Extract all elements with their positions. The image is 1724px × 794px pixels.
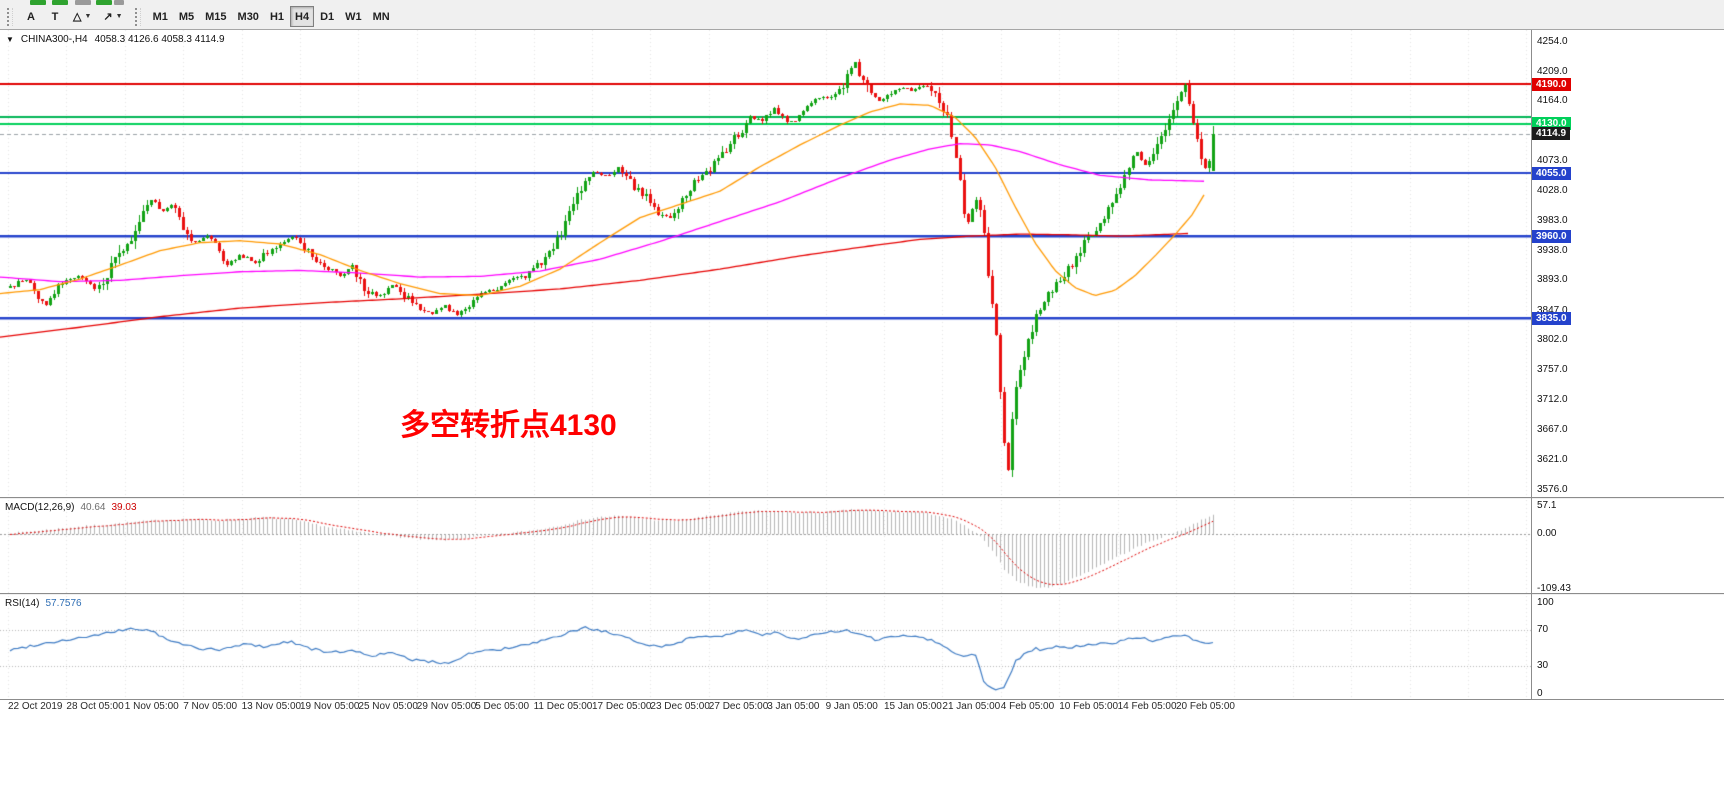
time-axis-separator (0, 699, 1724, 700)
shapes-icon: △ (73, 11, 82, 23)
clipped-toolbar-icon[interactable] (52, 0, 68, 5)
time-axis-label: 7 Nov 05:00 (183, 701, 238, 712)
macd-label: MACD(12,26,9) 40.64 39.03 (5, 502, 137, 513)
price-level-badge: 4130.0 (1532, 117, 1571, 131)
price-tick-label: 3847.0 (1537, 304, 1568, 316)
time-axis-label: 22 Oct 2019 (8, 701, 63, 712)
price-tick-label: 3938.0 (1537, 244, 1568, 256)
macd-main-value: 40.64 (80, 502, 106, 513)
price-tick-label: 3621.0 (1537, 454, 1568, 465)
time-axis-label: 17 Dec 05:00 (592, 701, 652, 712)
time-axis-label: 20 Feb 05:00 (1176, 701, 1235, 712)
time-axis-label: 23 Dec 05:00 (650, 701, 710, 712)
shapes-tool-button[interactable]: △ ▼ (68, 6, 96, 27)
clipped-toolbar-icon[interactable] (114, 0, 124, 5)
price-tick-label: 3802.0 (1537, 334, 1568, 346)
time-axis-label: 13 Nov 05:00 (241, 701, 302, 712)
macd-canvas[interactable] (0, 500, 1531, 593)
timeframe-button-d1[interactable]: D1 (315, 6, 339, 27)
price-chart-canvas[interactable] (0, 30, 1531, 497)
symbol-info: ▼ CHINA300-,H4 4058.3 4126.6 4058.3 4114… (6, 34, 225, 45)
rsi-title: RSI(14) (5, 598, 40, 609)
arrows-tool-button[interactable]: ↗ ▼ (98, 6, 127, 27)
time-axis-label: 15 Jan 05:00 (884, 701, 942, 712)
macd-signal-value: 39.03 (111, 502, 137, 513)
price-tick-label: 3757.0 (1537, 364, 1568, 376)
time-axis-label: 14 Feb 05:00 (1117, 701, 1177, 712)
price-level-badge: 3835.0 (1532, 312, 1571, 326)
symbol-name: CHINA300-,H4 (20, 34, 88, 45)
text-tool-button[interactable]: A (20, 6, 42, 27)
chart-text-annotation[interactable]: 多空转折点4130 (400, 409, 617, 442)
rsi-tick-label: 0 (1537, 687, 1543, 699)
panel-separator[interactable] (0, 497, 1724, 500)
price-tick-label: 3667.0 (1537, 423, 1568, 435)
ohlc-values: 4058.3 4126.6 4058.3 4114.9 (94, 34, 225, 45)
timeframe-button-m5[interactable]: M5 (174, 6, 199, 27)
time-axis-label: 5 Dec 05:00 (475, 701, 530, 712)
panel-separator[interactable] (0, 593, 1724, 596)
rsi-canvas[interactable] (0, 596, 1531, 699)
timeframe-button-m1[interactable]: M1 (148, 6, 173, 27)
time-axis-label: 11 Dec 05:00 (533, 701, 593, 712)
time-axis-label: 3 Jan 05:00 (767, 701, 820, 712)
price-level-badge: 4055.0 (1532, 166, 1571, 180)
rsi-label: RSI(14) 57.7576 (5, 598, 82, 609)
time-axis-label: 4 Feb 05:00 (1000, 701, 1055, 712)
chevron-down-icon: ▼ (115, 13, 123, 20)
timeframe-button-w1[interactable]: W1 (340, 6, 367, 27)
time-axis-label: 19 Nov 05:00 (300, 701, 360, 712)
timeframe-button-m30[interactable]: M30 (233, 6, 264, 27)
price-tick-label: 4073.0 (1537, 155, 1568, 167)
clipped-toolbar-icon[interactable] (75, 0, 91, 5)
toolbar-drag-handle[interactable] (134, 7, 141, 26)
rsi-tick-label: 30 (1537, 660, 1549, 672)
toolbar: A T △ ▼ ↗ ▼ M1 M5 M15 M30 H1 H4 D1 W1 MN (0, 0, 1724, 30)
time-axis-label: 29 Nov 05:00 (416, 701, 477, 712)
timeframe-toolbar: M1 M5 M15 M30 H1 H4 D1 W1 MN (148, 6, 395, 27)
price-level-badge: 3960.0 (1532, 229, 1571, 243)
price-tick-label: 3893.0 (1537, 274, 1568, 286)
rsi-tick-label: 70 (1537, 624, 1549, 636)
clipped-toolbar-icon[interactable] (96, 0, 112, 5)
arrow-icon: ↗ (103, 11, 113, 23)
price-level-badge: 4190.0 (1532, 77, 1571, 91)
current-price-badge: 4114.9 (1532, 127, 1571, 141)
chart-symbol-icon: ▼ (6, 35, 14, 44)
rsi-value: 57.7576 (45, 598, 82, 609)
price-tick-label: 3576.0 (1537, 483, 1568, 495)
time-axis-label: 28 Oct 05:00 (66, 701, 124, 712)
toolbar-drag-handle[interactable] (7, 7, 13, 26)
price-axis-border (1531, 30, 1532, 699)
macd-tick-label: 57.1 (1537, 499, 1557, 511)
price-tick-label: 3712.0 (1537, 393, 1568, 405)
time-axis-label: 27 Dec 05:00 (708, 701, 769, 712)
time-axis-label: 10 Feb 05:00 (1059, 701, 1119, 712)
price-tick-label: 4209.0 (1537, 65, 1568, 77)
macd-tick-label: 0.00 (1537, 528, 1557, 540)
clipped-toolbar-icon[interactable] (30, 0, 46, 5)
price-tick-label: 3983.0 (1537, 214, 1568, 226)
price-tick-label: 4254.0 (1537, 35, 1568, 47)
time-axis-label: 25 Nov 05:00 (358, 701, 418, 712)
chevron-down-icon: ▼ (84, 13, 92, 20)
timeframe-button-h4[interactable]: H4 (290, 6, 315, 27)
timeframe-button-mn[interactable]: MN (368, 6, 395, 27)
time-axis-label: 1 Nov 05:00 (124, 701, 179, 712)
price-tick-label: 4164.0 (1537, 95, 1568, 107)
time-axis-label: 9 Jan 05:00 (825, 701, 878, 712)
price-tick-label: 4028.0 (1537, 185, 1568, 197)
rsi-tick-label: 100 (1537, 597, 1554, 609)
textbox-tool-button[interactable]: T (44, 6, 66, 27)
macd-title: MACD(12,26,9) (5, 502, 75, 513)
timeframe-button-m15[interactable]: M15 (200, 6, 231, 27)
time-axis-label: 21 Jan 05:00 (942, 701, 1001, 712)
timeframe-button-h1[interactable]: H1 (265, 6, 289, 27)
